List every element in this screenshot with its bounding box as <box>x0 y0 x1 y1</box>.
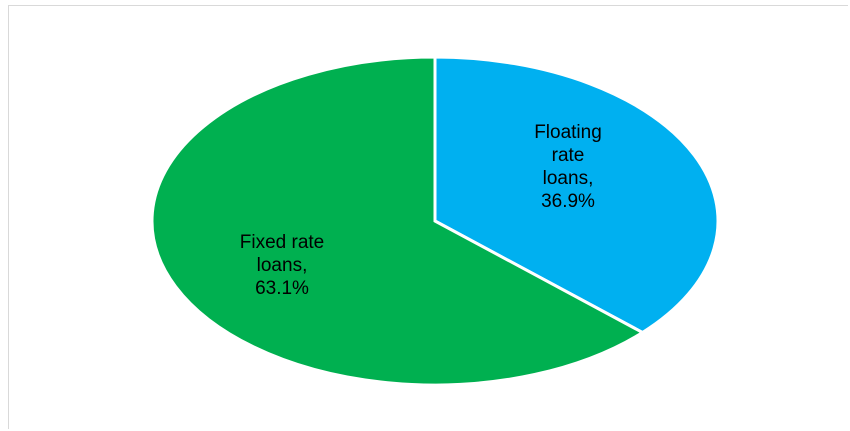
pie-label-fixed-rate-loans: Fixed rate loans, 63.1% <box>240 232 324 299</box>
pie-label-line: Floating <box>534 122 602 143</box>
pie-labels: Floating rate loans, 36.9%Fixed rate loans, 6… <box>240 122 602 299</box>
chart-frame <box>8 5 848 429</box>
pie-slice-floating-rate-loans <box>433 55 720 335</box>
pie-slices <box>150 55 720 387</box>
pie-label-floating-rate-loans: Floating rate loans, 36.9% <box>534 122 602 212</box>
pie-label-line: rate <box>552 145 585 166</box>
pie-label-line: 63.1% <box>255 278 309 299</box>
pie-label-line: loans, <box>543 168 594 189</box>
pie-label-line: loans, <box>257 255 308 276</box>
pie-label-line: 36.9% <box>541 191 595 212</box>
pie-label-line: Fixed rate <box>240 232 324 253</box>
pie-slice-fixed-rate-loans <box>150 55 646 387</box>
